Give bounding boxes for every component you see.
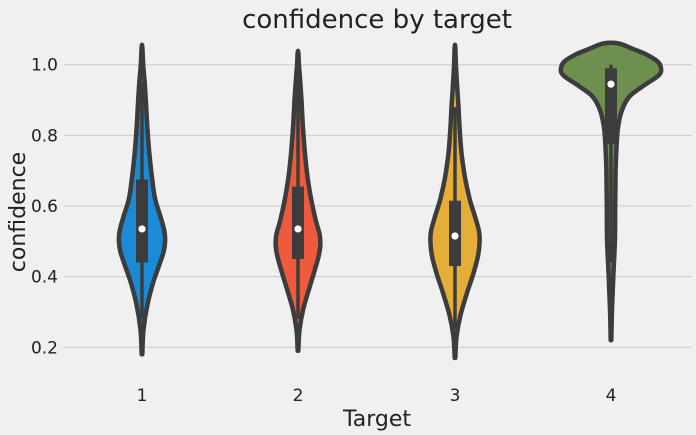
violins <box>116 40 664 361</box>
x-tick-label: 2 <box>293 386 304 406</box>
y-tick-label: 1.0 <box>31 56 58 76</box>
median-point-3 <box>451 232 459 240</box>
y-tick-label: 0.2 <box>31 338 58 358</box>
iqr-box-2 <box>292 186 304 259</box>
median-point-2 <box>294 225 302 233</box>
median-point-1 <box>138 225 146 233</box>
chart-title: confidence by target <box>242 5 512 35</box>
iqr-box-4 <box>605 68 617 145</box>
y-tick-labels: 0.2 0.4 0.6 0.8 1.0 <box>31 56 58 359</box>
box-plots <box>136 64 617 330</box>
y-axis-label: confidence <box>6 152 31 272</box>
x-axis-label: Target <box>342 407 411 432</box>
grid-lines <box>64 64 692 348</box>
y-tick-label: 0.8 <box>31 126 58 146</box>
iqr-box-1 <box>136 179 148 263</box>
x-tick-label: 1 <box>137 386 148 406</box>
x-tick-label: 3 <box>450 386 461 406</box>
y-tick-label: 0.4 <box>31 268 58 288</box>
x-tick-labels: 1 2 3 4 <box>137 386 617 406</box>
x-tick-label: 4 <box>606 386 617 406</box>
median-point-4 <box>607 80 615 88</box>
y-tick-label: 0.6 <box>31 197 58 217</box>
